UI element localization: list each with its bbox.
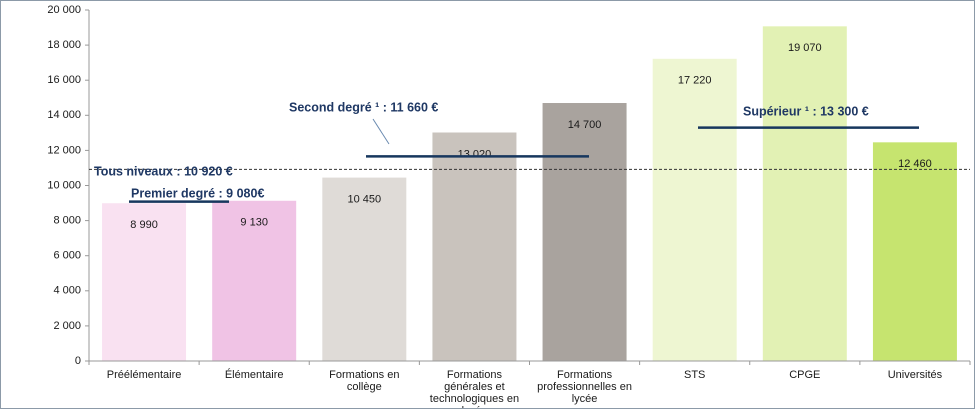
- value-label: 10 450: [347, 194, 381, 206]
- x-tick-label: Préélémentaire: [106, 369, 182, 381]
- x-tick-label: Formations générales et technologiques e…: [429, 369, 520, 408]
- x-tick-label: Universités: [887, 369, 943, 381]
- y-tick-label: 6 000: [53, 250, 81, 262]
- y-tick-label: 2 000: [53, 320, 81, 332]
- reference-label: Second degré ¹ : 11 660 €: [289, 100, 438, 114]
- reference-label: Premier degré : 9 080€: [131, 186, 264, 200]
- x-tick-label: STS: [683, 369, 706, 381]
- value-label: 12 460: [898, 158, 932, 170]
- x-tick-label: CPGE: [789, 369, 821, 381]
- value-label: 14 700: [568, 119, 602, 131]
- value-label: 8 990: [130, 219, 158, 231]
- y-tick-label: 18 000: [47, 39, 81, 51]
- bar: [322, 177, 407, 361]
- y-tick-label: 12 000: [47, 144, 81, 156]
- reference-label: Supérieur ¹ : 13 300 €: [743, 104, 869, 118]
- bar: [212, 200, 297, 361]
- x-tick-label: Formations professionnelles en lycée: [537, 369, 632, 405]
- bar: [432, 132, 517, 361]
- value-label: 19 070: [788, 42, 822, 54]
- y-tick-label: 0: [75, 355, 81, 367]
- value-label: 13 020: [458, 148, 492, 160]
- y-tick-label: 14 000: [47, 109, 81, 121]
- y-tick-label: 20 000: [47, 4, 81, 16]
- x-tick-label: Formations en collège: [329, 369, 400, 393]
- y-tick-label: 8 000: [53, 215, 81, 227]
- leader-line: [372, 118, 390, 145]
- y-tick-label: 10 000: [47, 179, 81, 191]
- y-tick-label: 16 000: [47, 74, 81, 86]
- y-tick-label: 4 000: [53, 285, 81, 297]
- value-label: 17 220: [678, 75, 712, 87]
- bar: [762, 26, 847, 361]
- bar: [102, 203, 187, 361]
- bar: [652, 58, 737, 361]
- reference-label: Tous niveaux : 10 920 €: [94, 164, 233, 178]
- x-tick-label: Élémentaire: [224, 369, 284, 381]
- value-label: 9 130: [240, 217, 268, 229]
- bar: [872, 142, 957, 361]
- bar: [542, 103, 627, 361]
